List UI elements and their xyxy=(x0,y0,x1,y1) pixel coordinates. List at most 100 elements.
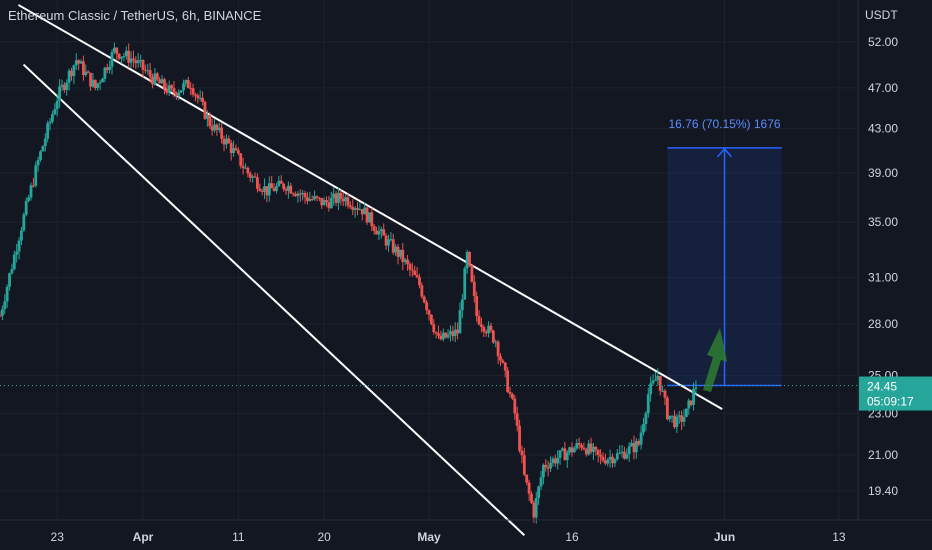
candle-body xyxy=(551,458,555,463)
candle-body xyxy=(496,341,500,357)
candle-body xyxy=(561,448,564,451)
x-tick-label: Apr xyxy=(133,530,154,544)
candle-body xyxy=(225,138,228,145)
candle-body xyxy=(615,453,619,460)
candle-body xyxy=(294,194,297,197)
candle-body xyxy=(515,413,519,426)
candle-body xyxy=(634,441,638,453)
candle-body xyxy=(589,443,593,452)
candle-body xyxy=(29,185,33,198)
candle-body xyxy=(682,416,686,422)
candle-body xyxy=(592,446,595,452)
candle-body xyxy=(337,192,340,203)
x-tick-label: 13 xyxy=(832,530,846,544)
candle-body xyxy=(451,331,455,337)
candle-body xyxy=(418,277,421,286)
candle-body xyxy=(365,207,369,223)
candle-body xyxy=(673,415,676,428)
candle-body xyxy=(391,239,395,253)
candle-body xyxy=(665,397,669,420)
candle-body xyxy=(508,391,512,395)
candle-body xyxy=(649,383,653,395)
candle-body xyxy=(179,90,183,93)
candle-body xyxy=(537,486,541,499)
candle-body xyxy=(587,443,591,455)
x-tick-label: 20 xyxy=(317,530,331,544)
time-axis[interactable]: 23 Apr 11 20 May 16 Jun 13 xyxy=(51,530,846,544)
candle-body xyxy=(670,415,674,417)
candle-body xyxy=(120,56,123,59)
candle-body xyxy=(680,415,684,422)
candle-body xyxy=(86,71,90,73)
candle-body xyxy=(189,88,193,90)
candle-body xyxy=(572,448,576,453)
candle-body xyxy=(389,239,393,241)
candle-body xyxy=(394,246,398,253)
candle-body xyxy=(570,447,574,453)
candle-body xyxy=(15,251,19,255)
candle-body xyxy=(232,148,235,154)
candle-body xyxy=(494,341,498,343)
candle-body xyxy=(122,55,126,57)
trendlines[interactable] xyxy=(17,4,723,536)
candle-body xyxy=(84,71,88,75)
candle-body xyxy=(208,115,212,127)
y-tick-label: 47.00 xyxy=(868,81,898,95)
candle-body xyxy=(580,444,583,448)
candle-body xyxy=(449,331,452,335)
candle-body xyxy=(74,60,78,66)
candle-body xyxy=(689,400,693,405)
candle-body xyxy=(441,332,445,340)
candle-body xyxy=(568,447,572,453)
candle-body xyxy=(382,229,386,236)
candle-body xyxy=(606,459,610,464)
candle-body xyxy=(642,423,645,433)
candle-body xyxy=(503,362,507,371)
candle-body xyxy=(136,60,140,64)
candle-body xyxy=(506,370,510,392)
candle-body xyxy=(465,252,469,269)
measure-arrow-head xyxy=(716,147,733,158)
candle-body xyxy=(484,331,488,334)
trendline-upper xyxy=(17,4,723,410)
candle-body xyxy=(399,249,402,257)
candle-body xyxy=(320,197,324,206)
candle-body xyxy=(351,207,355,210)
candle-body xyxy=(422,296,426,303)
candle-body xyxy=(341,198,345,202)
candle-body xyxy=(406,259,409,264)
candle-body xyxy=(356,208,359,210)
candle-body xyxy=(272,188,276,192)
candle-body xyxy=(298,193,302,195)
candle-body xyxy=(692,388,695,405)
candle-body xyxy=(584,449,588,455)
candle-body xyxy=(344,197,347,202)
candle-body xyxy=(77,60,81,64)
candle-body xyxy=(603,460,607,464)
candle-body xyxy=(194,94,197,96)
candle-body xyxy=(248,173,252,178)
candle-body xyxy=(284,188,288,191)
candle-body xyxy=(213,124,216,131)
x-tick-label: May xyxy=(417,530,441,544)
currency-label: USDT xyxy=(865,8,898,22)
last-price-value: 24.45 xyxy=(867,380,897,394)
candle-body xyxy=(599,454,602,457)
candle-body xyxy=(620,451,624,453)
candle-body xyxy=(596,449,600,455)
candle-body xyxy=(425,302,429,311)
measure-tool[interactable]: 16.76 (70.15%) 1676 xyxy=(667,117,782,387)
candle-body xyxy=(36,159,40,166)
measure-label: 16.76 (70.15%) 1676 xyxy=(668,117,780,131)
candle-body xyxy=(289,185,293,194)
candle-body xyxy=(396,246,400,257)
candle-body xyxy=(375,230,378,235)
candle-body xyxy=(0,315,2,317)
candle-body xyxy=(322,199,326,206)
candle-body xyxy=(227,138,231,144)
candle-body xyxy=(675,416,679,428)
candle-body xyxy=(348,205,352,208)
candle-body xyxy=(70,70,73,76)
candle-body xyxy=(201,97,204,103)
